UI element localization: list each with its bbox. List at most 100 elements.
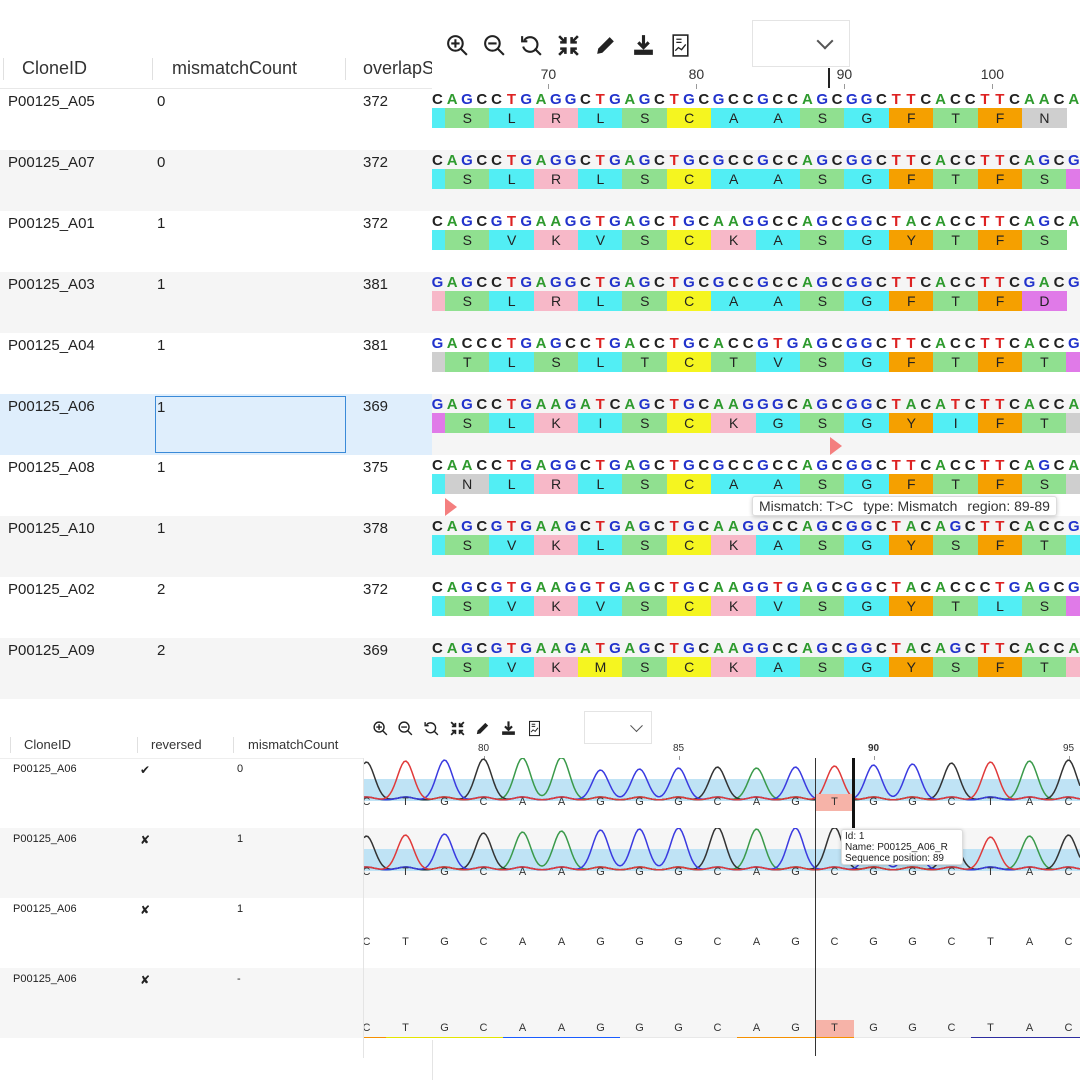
nucleotide: G — [712, 91, 725, 108]
amino-acid-cell: N — [1022, 108, 1067, 128]
edit-icon[interactable] — [474, 720, 491, 737]
overlap-cell: 372 — [363, 154, 389, 171]
ruler-tick — [696, 84, 698, 89]
mismatch-count-cell[interactable]: 1 — [157, 459, 166, 476]
bottom-view-dropdown[interactable] — [584, 711, 652, 744]
report-icon-glyph — [672, 33, 689, 57]
column-divider[interactable] — [137, 737, 138, 753]
zoom-out-icon[interactable] — [397, 720, 414, 737]
mismatch-count-cell[interactable]: 2 — [157, 642, 166, 659]
mismatch-count-cell[interactable]: 0 — [157, 154, 166, 171]
nucleotide: G — [609, 213, 621, 230]
table-row[interactable]: P00125_A06 ✘ 1 C T G C A A G G G C A G C G G C T A C — [0, 898, 1080, 968]
table-row[interactable]: P00125_A03 1 381 — [0, 272, 432, 333]
zoom-out-icon[interactable] — [482, 33, 507, 58]
column-divider[interactable] — [3, 58, 4, 80]
column-header-reversed[interactable]: reversed — [151, 737, 202, 752]
nucleotide: C — [727, 335, 739, 352]
nucleotide: A — [550, 213, 562, 230]
table-row[interactable]: P00125_A05 0 372 — [0, 89, 432, 150]
mismatch-count-cell[interactable]: 1 — [155, 396, 346, 453]
table-row[interactable]: P00125_A01 1 372 — [0, 211, 432, 272]
download-icon[interactable] — [631, 33, 656, 58]
mismatch-count-cell[interactable]: 1 — [157, 337, 166, 354]
amino-acid-cell: G — [755, 413, 801, 433]
nucleotide: G — [638, 152, 651, 169]
nucleotide: C — [476, 274, 488, 291]
mismatch-marker-icon[interactable] — [829, 437, 842, 455]
nucleotide: T — [987, 1022, 994, 1034]
chromatogram-row[interactable]: CTGCAAGGGCAGTGGCTACCKGSGY — [364, 968, 1080, 1038]
table-row[interactable]: P00125_A06✘-CTGCAAGGGCAGTGGCTACCKGSGY — [0, 968, 1080, 1038]
reference-cursor[interactable] — [815, 758, 816, 1056]
nucleotide: G — [520, 396, 533, 413]
nucleotide: T — [987, 936, 994, 948]
download-icon[interactable] — [500, 720, 517, 737]
nucleotide: G — [674, 936, 683, 948]
table-row[interactable]: P00125_A02 2 372 — [0, 577, 432, 638]
nucleotide: C — [1009, 335, 1020, 352]
report-icon[interactable] — [668, 33, 693, 58]
column-header-overlap[interactable]: overlapS — [363, 58, 432, 78]
column-divider[interactable] — [10, 737, 11, 753]
nucleotide: T — [669, 396, 679, 413]
mismatch-count-cell[interactable]: 1 — [157, 276, 166, 293]
reset-zoom-icon[interactable] — [519, 33, 544, 58]
trace-t — [364, 760, 1080, 801]
mismatch-marker-icon[interactable] — [444, 498, 457, 516]
column-header-cloneid[interactable]: CloneID — [24, 737, 71, 752]
amino-acid-cell: F — [888, 108, 934, 128]
reset-zoom-icon[interactable] — [423, 720, 440, 737]
nucleotide: G — [683, 274, 695, 291]
column-header-mismatchcount[interactable]: mismatchCount — [172, 58, 298, 78]
table-row[interactable]: P00125_A06 1 369 — [0, 394, 432, 455]
top-view-dropdown[interactable] — [752, 20, 850, 67]
zoom-in-icon[interactable] — [445, 33, 470, 58]
edit-icon[interactable] — [593, 33, 618, 58]
nucleotide: C — [476, 579, 488, 596]
table-row[interactable]: P00125_A06 ✔ 0 C T G C A A G G G C A G T G G C T A C — [0, 758, 1080, 828]
nucleotide: A — [1025, 1022, 1034, 1034]
amino-acid-cell: T — [1022, 657, 1067, 677]
fit-icon[interactable] — [556, 33, 581, 58]
nucleotide: G — [908, 796, 917, 808]
column-header-cloneid[interactable]: CloneID — [22, 58, 88, 78]
amino-acid-cell: S — [444, 657, 490, 677]
table-row[interactable]: P00125_A10 1 378 — [0, 516, 432, 577]
column-header-mismatchcount[interactable]: mismatchCount — [248, 737, 339, 752]
zoom-in-icon[interactable] — [372, 720, 389, 737]
table-row[interactable]: P00125_A04 1 381 — [0, 333, 432, 394]
position-cursor[interactable] — [828, 68, 830, 88]
amino-acid-cell: C — [666, 535, 712, 555]
mismatch-count-cell[interactable]: 1 — [157, 215, 166, 232]
nucleotide: C — [772, 152, 784, 169]
fit-icon[interactable] — [449, 720, 466, 737]
mismatch-count-cell[interactable]: 1 — [157, 520, 166, 537]
nucleotide: C — [1038, 335, 1050, 352]
position-cursor[interactable] — [852, 758, 855, 828]
report-icon[interactable] — [526, 720, 543, 737]
amino-acid-partial — [432, 596, 445, 616]
column-divider[interactable] — [152, 58, 153, 80]
table-row[interactable]: P00125_A08 1 375 — [0, 455, 432, 516]
amino-acid-cell: S — [800, 657, 845, 677]
column-divider[interactable] — [345, 58, 346, 80]
mismatch-count-cell[interactable]: 2 — [157, 581, 166, 598]
table-row[interactable]: P00125_A07 0 372 — [0, 150, 432, 211]
mismatch-count-cell[interactable]: 0 — [157, 93, 166, 110]
column-divider[interactable] — [233, 737, 234, 753]
table-row[interactable]: P00125_A09 2 369 — [0, 638, 432, 699]
